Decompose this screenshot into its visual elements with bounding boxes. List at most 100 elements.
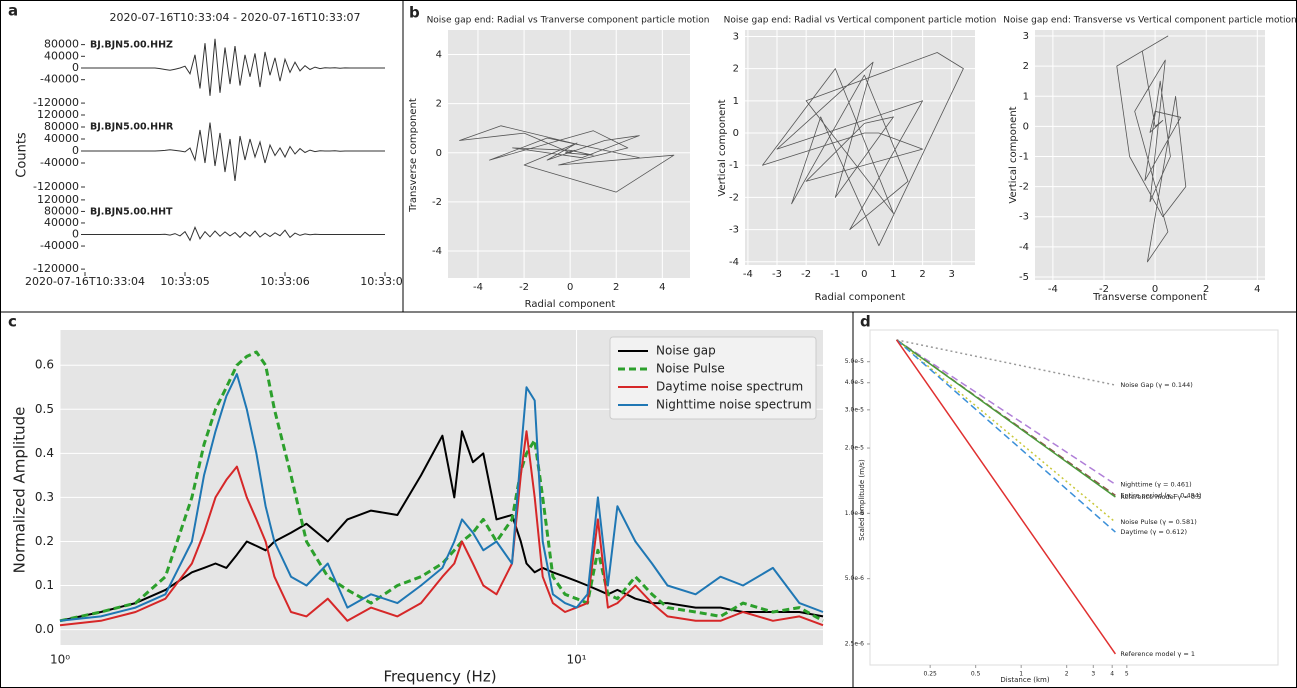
series-line — [1116, 35, 1187, 263]
x-axis-label: Radial component — [525, 299, 616, 310]
x-tick-label: -4 — [473, 282, 483, 293]
x-axis-label: Frequency (Hz) — [383, 668, 496, 686]
legend-label: Noise gap — [656, 344, 716, 358]
y-tick-label: 120000 — [37, 193, 79, 206]
y-tick-label: 0.1 — [35, 578, 54, 592]
chart-title: Noise gap end: Radial vs Tranverse compo… — [427, 16, 710, 26]
y-tick-label: 4.0e-5 — [845, 379, 864, 386]
y-tick-label: -2 — [432, 197, 442, 208]
y-tick-label: -40000 — [40, 73, 79, 86]
x-tick-label: 10:33:05 — [160, 275, 209, 288]
y-tick-label: 2 — [1023, 61, 1029, 72]
y-tick-label: -3 — [1019, 212, 1029, 223]
y-tick-label: 0 — [72, 61, 79, 74]
panel-label: a — [8, 2, 18, 20]
x-tick-label: 10¹ — [566, 653, 586, 667]
chart-title: 2020-07-16T10:33:04 - 2020-07-16T10:33:0… — [109, 11, 360, 24]
y-tick-label: 0.4 — [35, 446, 54, 460]
waveform — [85, 122, 385, 182]
x-axis-label: Transverse component — [1092, 292, 1207, 303]
y-tick-label: 5.0e-5 — [845, 358, 864, 365]
x-tick-label: 0 — [861, 269, 867, 280]
x-tick-label: 10⁰ — [50, 653, 70, 667]
panel-label: c — [8, 313, 17, 331]
panel-a: a 2020-07-16T10:33:04 - 2020-07-16T10:33:… — [8, 2, 402, 289]
y-axis-label: Transverse component — [408, 98, 419, 213]
line-label: Daytime (γ = 0.612) — [1120, 528, 1187, 536]
x-axis-label: Distance (km) — [1000, 676, 1049, 684]
x-tick-label: 1 — [890, 269, 896, 280]
plot-area — [448, 30, 690, 278]
x-tick-label: 2 — [919, 269, 925, 280]
panel-label: d — [860, 313, 871, 331]
plot-area — [1035, 30, 1265, 280]
y-tick-label: -40000 — [40, 239, 79, 252]
y-tick-label: 2.0e-5 — [845, 445, 864, 452]
x-axis-label: Radial component — [815, 292, 906, 303]
x-tick-label: 4 — [1254, 284, 1260, 295]
line-label: Reference model γ = 1 — [1120, 650, 1195, 658]
y-tick-label: 80000 — [44, 120, 79, 133]
x-tick-label: 2 — [613, 282, 619, 293]
y-tick-label: -5 — [1019, 272, 1029, 283]
y-tick-label: 120000 — [37, 108, 79, 121]
y-tick-label: -120000 — [33, 262, 79, 275]
panel-label: b — [409, 4, 420, 22]
x-tick-label: -4 — [743, 269, 753, 280]
series-line — [59, 430, 824, 627]
x-tick-label: 0.25 — [923, 671, 937, 678]
y-tick-label: -40000 — [40, 156, 79, 169]
y-tick-label: 2 — [733, 64, 739, 75]
y-tick-label: 0 — [733, 128, 739, 139]
legend-box — [609, 336, 817, 420]
y-tick-label: 40000 — [44, 132, 79, 145]
x-tick-label: 0 — [567, 282, 573, 293]
y-tick-label: 1 — [1023, 91, 1029, 102]
x-tick-label: 2 — [1065, 671, 1069, 678]
x-tick-label: -1 — [830, 269, 840, 280]
y-tick-label: 4 — [436, 50, 442, 61]
x-tick-label: 0 — [1152, 284, 1158, 295]
x-tick-label: 4 — [1110, 671, 1114, 678]
series-line — [896, 339, 1116, 498]
y-tick-label: -120000 — [33, 180, 79, 193]
y-tick-label: -1 — [1019, 152, 1029, 163]
y-tick-label: 3 — [1023, 31, 1029, 42]
y-tick-label: 0.2 — [35, 534, 54, 548]
y-tick-label: 80000 — [44, 38, 79, 51]
trace-label: BJ.BJN5.00.HHT — [90, 207, 173, 218]
line-label: Entire period (γ = 0.494) — [1120, 491, 1201, 499]
chart-title: Noise gap end: Radial vs Vertical compon… — [724, 16, 997, 26]
y-tick-label: 40000 — [44, 49, 79, 62]
y-tick-label: -2 — [1019, 182, 1029, 193]
series-line — [59, 373, 824, 622]
y-tick-label: 0.3 — [35, 490, 54, 504]
series-line — [896, 339, 1116, 486]
y-tick-label: 80000 — [44, 204, 79, 217]
series-line — [762, 52, 964, 247]
y-tick-label: 1.0e-5 — [845, 510, 864, 517]
y-tick-label: 2.5e-6 — [845, 640, 864, 647]
y-tick-label: 0.0 — [35, 622, 54, 636]
y-tick-label: 0 — [72, 228, 79, 241]
x-tick-label: 5 — [1125, 671, 1129, 678]
y-tick-label: -120000 — [33, 96, 79, 109]
x-tick-label: 2 — [1203, 284, 1209, 295]
y-axis-label: Normalized Amplitude — [11, 407, 29, 574]
line-label: Nighttime (γ = 0.461) — [1120, 480, 1191, 488]
y-tick-label: 3.0e-5 — [845, 406, 864, 413]
x-tick-label: -3 — [772, 269, 782, 280]
y-tick-label: -2 — [729, 192, 739, 203]
legend-label: Daytime noise spectrum — [656, 380, 803, 394]
y-tick-label: 5.0e-6 — [845, 575, 864, 582]
y-tick-label: 1 — [733, 96, 739, 107]
waveform — [85, 225, 385, 242]
line-label: Noise Pulse (γ = 0.581) — [1120, 518, 1196, 526]
y-tick-label: 0.5 — [35, 402, 54, 416]
y-axis-label: Vertical component — [717, 99, 728, 196]
chart-title: Noise gap end: Transverse vs Vertical co… — [1003, 16, 1296, 26]
x-tick-label: 3 — [1091, 671, 1095, 678]
y-axis-label: Vertical component — [1008, 106, 1019, 203]
plot-area — [869, 329, 1279, 666]
